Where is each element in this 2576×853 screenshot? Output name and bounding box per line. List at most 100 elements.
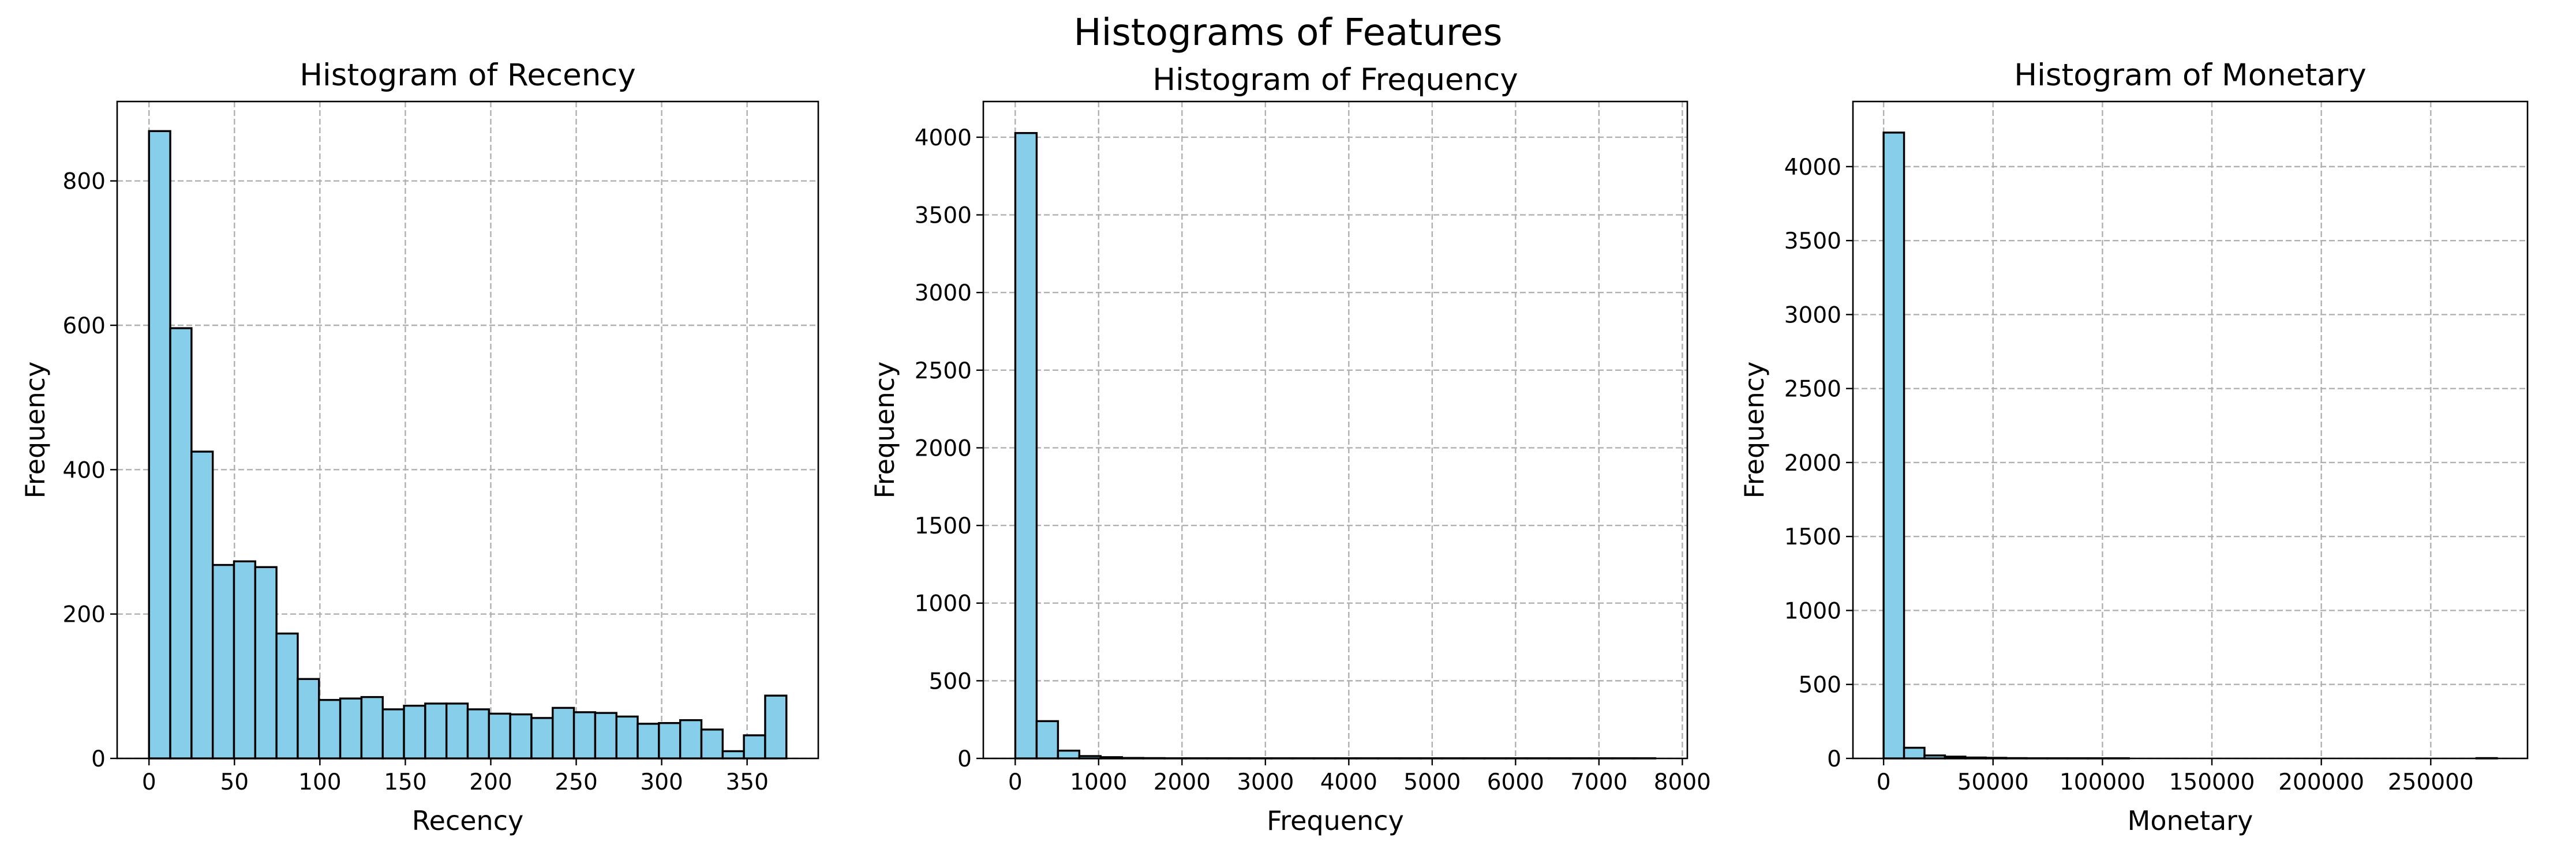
x-tick-label: 150000 (2169, 769, 2255, 795)
grid-frequency (983, 102, 1687, 760)
y-tick-label: 500 (929, 668, 972, 694)
x-tick-label: 7000 (1570, 769, 1627, 795)
histogram-bar (764, 694, 788, 760)
histogram-bar (211, 563, 235, 760)
chart-title-monetary: Histogram of Monetary (2014, 58, 2366, 93)
y-tick-label: 3000 (1784, 302, 1841, 328)
plot-frame-frequency (982, 100, 1688, 760)
histogram-bar (509, 713, 533, 760)
x-tick-label: 6000 (1487, 769, 1544, 795)
histogram-bar (297, 678, 320, 760)
x-axis-label-frequency: Frequency (1267, 805, 1404, 836)
histogram-bar (700, 728, 724, 760)
xticks-recency: 0 50 100 150 200 250 300 350 (142, 758, 769, 795)
x-axis-label-monetary: Monetary (2128, 805, 2253, 836)
y-tick-label: 4000 (1784, 155, 1841, 181)
x-tick-label: 50000 (1957, 769, 2029, 795)
histogram-bar (233, 560, 257, 760)
xticks-frequency: 0 1000 2000 3000 4000 5000 6000 7000 8000 (1008, 758, 1711, 795)
histogram-bar (169, 327, 193, 760)
bars-monetary (1882, 131, 2498, 760)
chart-title-recency: Histogram of Recency (299, 58, 636, 93)
histogram-bar (148, 130, 171, 760)
histogram-bar (360, 696, 384, 760)
figure-suptitle: Histograms of Features (1074, 12, 1503, 54)
y-tick-label: 800 (63, 169, 106, 195)
histogram-bar (403, 704, 426, 760)
plot-frame-monetary (1852, 100, 2529, 760)
panel-recency: 0 50 100 150 200 250 300 350 0 200 400 600 800 Hist… (20, 58, 819, 836)
histogram-bar (424, 702, 448, 760)
histogram-bar (721, 750, 745, 760)
x-tick-label: 4000 (1320, 769, 1377, 795)
histogram-bar (275, 632, 299, 760)
bars-frequency (1014, 131, 1657, 760)
x-tick-label: 1000 (1070, 769, 1127, 795)
y-tick-label: 0 (91, 746, 106, 772)
histogram-bar (488, 712, 511, 760)
histogram-bar (1882, 131, 1905, 760)
x-tick-label: 250000 (2388, 769, 2474, 795)
histogram-bar (318, 698, 342, 760)
xticks-monetary: 0 50000 100000 150000 200000 250000 (1877, 758, 2474, 795)
x-tick-label: 50 (220, 769, 249, 795)
chart-title-frequency: Histogram of Frequency (1152, 62, 1518, 97)
x-tick-label: 100000 (2060, 769, 2146, 795)
x-tick-label: 8000 (1654, 769, 1711, 795)
histogram-bar (1014, 131, 1038, 760)
histogram-bar (190, 450, 214, 760)
bars-recency (148, 130, 788, 760)
yticks-recency: 0 200 400 600 800 (63, 169, 117, 772)
y-tick-label: 500 (1799, 672, 1841, 698)
panel-monetary: 0 50000 100000 150000 200000 250000 0 500 1000 1… (1739, 58, 2529, 836)
x-tick-label: 3000 (1237, 769, 1294, 795)
histogram-bar (615, 715, 639, 760)
x-tick-label: 0 (142, 769, 156, 795)
histogram-bar (679, 719, 703, 760)
y-axis-label-monetary: Frequency (1739, 362, 1770, 499)
y-tick-label: 1500 (915, 513, 972, 539)
y-axis-label-recency: Frequency (20, 362, 51, 499)
histogram-bar (1057, 749, 1081, 760)
y-tick-label: 1500 (1784, 524, 1841, 550)
histogram-bar (743, 734, 766, 760)
grid-monetary (1853, 102, 2528, 760)
histogram-bar (339, 697, 363, 760)
y-tick-label: 200 (63, 602, 106, 628)
histogram-bar (572, 711, 597, 760)
y-tick-label: 600 (63, 313, 106, 339)
yticks-monetary: 0 500 1000 1500 2000 2500 3000 3500 4000 (1784, 155, 1853, 772)
histogram-bar (552, 707, 575, 760)
x-tick-label: 250 (555, 769, 597, 795)
y-tick-label: 400 (63, 457, 106, 483)
x-tick-label: 100 (298, 769, 341, 795)
x-tick-label: 5000 (1403, 769, 1461, 795)
histogram-bar (445, 702, 469, 760)
x-tick-label: 200 (469, 769, 512, 795)
plot-frame-recency (116, 100, 819, 760)
y-tick-label: 1000 (1784, 598, 1841, 624)
y-tick-label: 1000 (915, 591, 972, 617)
y-tick-label: 2000 (915, 435, 972, 461)
x-tick-label: 350 (725, 769, 768, 795)
x-tick-label: 0 (1008, 769, 1023, 795)
y-tick-label: 2500 (915, 358, 972, 384)
y-tick-label: 0 (1827, 746, 1841, 772)
histogram-bar (636, 723, 660, 760)
histogram-bar (254, 566, 278, 760)
y-tick-label: 3500 (915, 203, 972, 229)
panel-frequency: 0 1000 2000 3000 4000 5000 6000 7000 8000 0 500 10… (869, 62, 1711, 836)
x-tick-label: 2000 (1154, 769, 1211, 795)
y-tick-label: 2000 (1784, 450, 1841, 476)
y-tick-label: 2500 (1784, 377, 1841, 403)
y-axis-label-frequency: Frequency (869, 362, 900, 499)
x-tick-label: 200000 (2278, 769, 2364, 795)
histogram-bar (658, 722, 682, 760)
x-tick-label: 300 (640, 769, 683, 795)
x-tick-label: 0 (1877, 769, 1891, 795)
histogram-bar (530, 717, 554, 760)
histogram-bar (1903, 746, 1926, 760)
y-tick-label: 3500 (1784, 228, 1841, 254)
x-tick-label: 150 (384, 769, 426, 795)
